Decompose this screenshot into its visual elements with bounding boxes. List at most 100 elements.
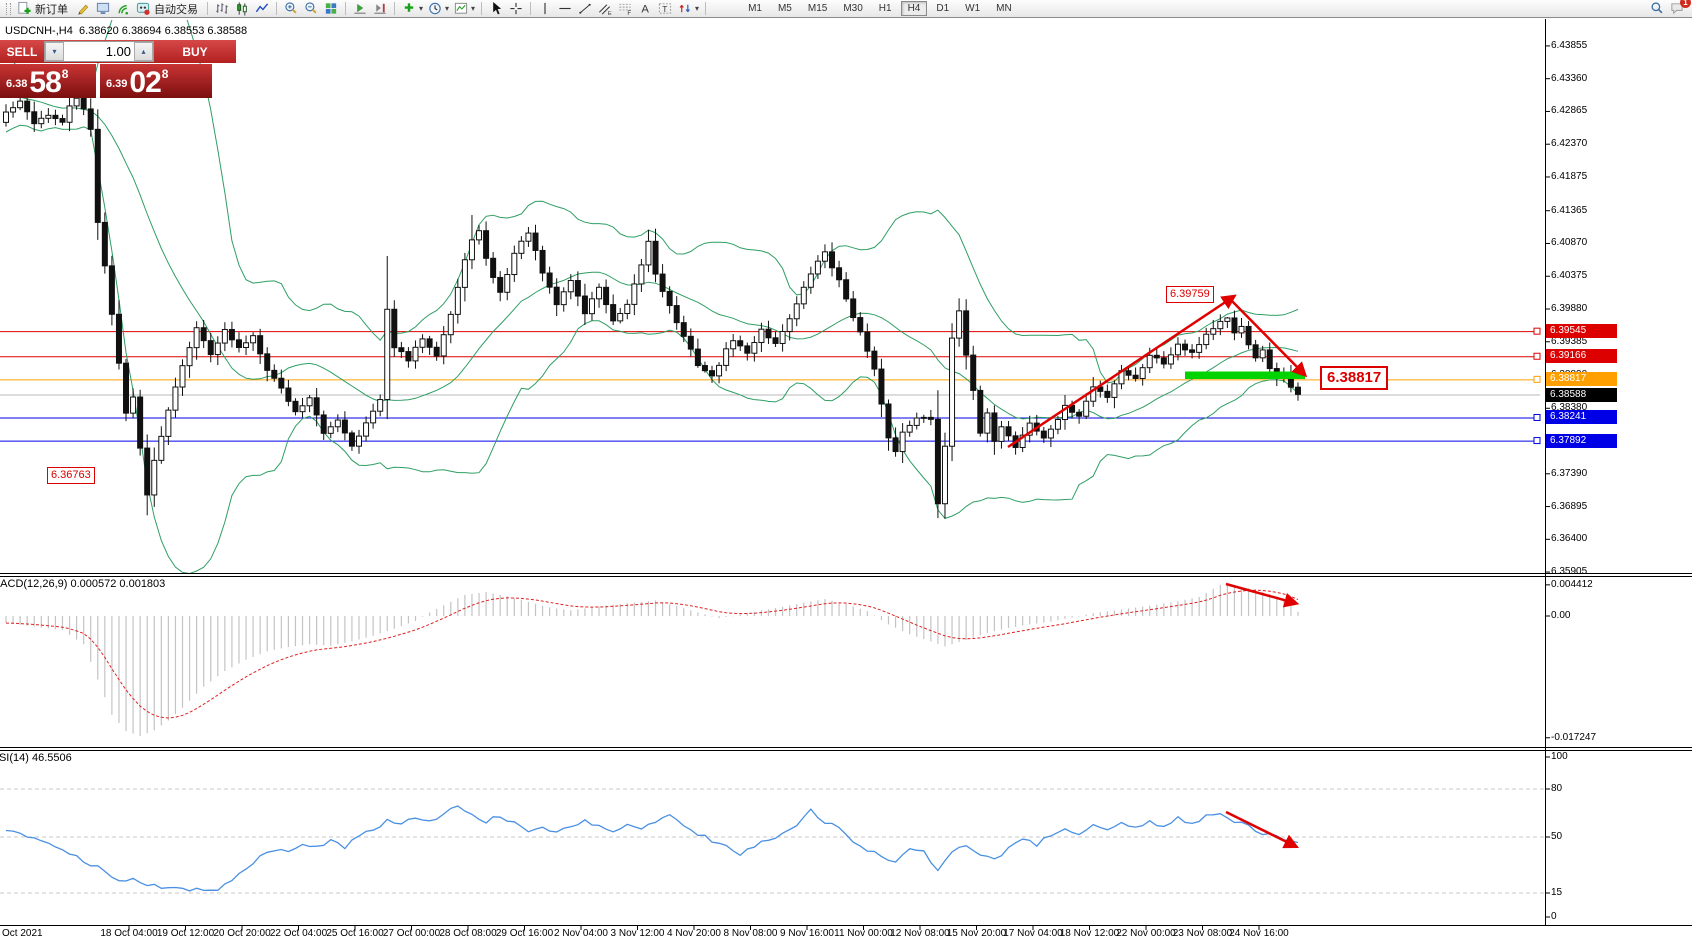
toolbar-separator	[481, 2, 483, 15]
signal-icon	[118, 4, 129, 15]
macd-signal-line	[5, 589, 1299, 719]
crosshair-tool-button[interactable]	[506, 1, 526, 17]
new-order-icon	[18, 1, 31, 14]
zoom-in-icon	[285, 2, 297, 14]
price-axis-tick: 6.40870	[1551, 237, 1588, 249]
toolbar: 新订单 自动交易 ▾ ▾ ▾	[0, 0, 1692, 18]
chart-text-annotation[interactable]: 6.39759	[1166, 286, 1214, 303]
svg-text:T: T	[662, 4, 667, 14]
terminal-button[interactable]	[93, 1, 113, 17]
svg-text:F: F	[627, 10, 631, 16]
chart-text-annotation[interactable]: 6.36763	[47, 467, 95, 484]
text-label-tool-button[interactable]: T	[655, 1, 675, 17]
auto-scroll-button[interactable]	[350, 1, 370, 17]
timeframe-button-h1[interactable]: H1	[878, 3, 892, 14]
macd-axis-tick: 0.00	[1551, 610, 1571, 621]
hline-anchor-square[interactable]	[1533, 352, 1541, 360]
svg-text:E: E	[608, 11, 612, 16]
line-chart-type-button[interactable]	[252, 1, 272, 17]
fibonacci-tool-button[interactable]: F	[615, 1, 635, 17]
toolbar-grip[interactable]	[6, 2, 11, 15]
timeframe-button-w1[interactable]: W1	[965, 3, 981, 14]
buy-price-small: 6.39	[106, 78, 128, 90]
template-icon	[454, 2, 468, 14]
sell-price[interactable]: 6.38 58 8	[0, 64, 96, 98]
hline-anchor-square[interactable]	[1533, 375, 1541, 383]
buy-price-big: 02	[129, 66, 161, 99]
price-axis-tick: 6.37390	[1551, 467, 1588, 479]
periods-dropdown-caret[interactable]: ▾	[445, 4, 450, 13]
hline-anchor-square[interactable]	[1533, 437, 1541, 445]
trendline-tool-button[interactable]	[575, 1, 595, 17]
equidistant-channel-icon: E	[599, 4, 612, 16]
periods-button[interactable]	[425, 1, 445, 17]
signal-button[interactable]	[113, 1, 133, 17]
vertical-line-tool-button[interactable]	[535, 1, 555, 17]
volume-stepper[interactable]: ▾ 1.00 ▴	[44, 41, 154, 62]
trend-arrow-down[interactable]	[1228, 297, 1308, 378]
arrows-tool-button[interactable]	[675, 1, 695, 17]
tile-windows-button[interactable]	[321, 1, 341, 17]
chart-shift-button[interactable]	[370, 1, 390, 17]
search-button[interactable]	[1647, 1, 1667, 17]
price-axis-tick: 6.41875	[1551, 170, 1588, 182]
clock-icon	[429, 2, 441, 15]
price-line-label: 6.38588	[1546, 387, 1617, 402]
timeframe-button-m5[interactable]: M5	[777, 3, 792, 14]
styles-button[interactable]	[73, 1, 93, 17]
timeframe-button-d1[interactable]: D1	[936, 3, 950, 14]
support-highlight-zone[interactable]	[1185, 371, 1305, 380]
time-axis-label: 23 Nov 08:00	[1172, 928, 1233, 939]
candlestick-chart-type-button[interactable]	[232, 1, 252, 17]
new-order-button[interactable]	[14, 1, 34, 17]
trend-arrow-up[interactable]	[1007, 294, 1237, 449]
search-icon	[1651, 2, 1663, 14]
volume-increase-button[interactable]: ▴	[134, 42, 153, 61]
price-axis-tick: 6.42370	[1551, 138, 1588, 150]
timeframe-button-m15[interactable]: M15	[807, 3, 828, 14]
chat-button[interactable]: 1	[1667, 0, 1691, 17]
chart-text-annotation[interactable]: 6.38817	[1320, 366, 1389, 390]
templates-button[interactable]	[451, 1, 471, 17]
buy-button[interactable]: BUY	[154, 40, 236, 63]
templates-dropdown-caret[interactable]: ▾	[471, 4, 476, 13]
channel-tool-button[interactable]: E	[595, 1, 615, 17]
price-line-label: 6.38817	[1546, 372, 1617, 387]
timeframe-button-m30[interactable]: M30	[843, 3, 863, 14]
buy-price[interactable]: 6.39 02 8	[100, 64, 212, 98]
horizontal-line-tool-button[interactable]	[555, 1, 575, 17]
notification-badge: 1	[1680, 0, 1691, 8]
rsi-pane	[0, 788, 1545, 894]
volume-decrease-button[interactable]: ▾	[45, 42, 64, 61]
arrows-dropdown-caret[interactable]: ▾	[695, 4, 700, 13]
timeframe-button-h4[interactable]: H4	[900, 1, 928, 16]
zoom-in-button[interactable]	[281, 1, 301, 17]
price-axis-tick: 6.39385	[1551, 335, 1588, 347]
autotrading-button[interactable]	[133, 1, 153, 17]
sell-button[interactable]: SELL	[0, 40, 44, 63]
volume-value[interactable]: 1.00	[105, 44, 131, 59]
price-axis-tick: 6.43855	[1551, 39, 1588, 51]
bar-chart-type-button[interactable]	[212, 1, 232, 17]
time-axis-label: 8 Nov 08:00	[723, 928, 778, 939]
indicators-button[interactable]	[399, 1, 419, 17]
chart-shift-icon	[374, 3, 386, 14]
hline-anchor-square[interactable]	[1533, 413, 1541, 421]
text-tool-button[interactable]: A	[635, 1, 655, 17]
cursor-icon	[493, 1, 502, 15]
timeframe-button-mn[interactable]: MN	[996, 3, 1012, 14]
hline-anchor-square[interactable]	[1533, 327, 1541, 335]
autotrading-label[interactable]: 自动交易	[154, 3, 198, 16]
indicators-dropdown-caret[interactable]: ▾	[419, 4, 424, 13]
text-label-icon: T	[658, 3, 672, 14]
zoom-out-button[interactable]	[301, 1, 321, 17]
rsi-arrow-down[interactable]	[1225, 810, 1300, 849]
timeframe-button-m1[interactable]: M1	[748, 3, 762, 14]
time-axis-label: 11 Nov 00:00	[834, 928, 893, 939]
new-order-label[interactable]: 新订单	[35, 3, 68, 16]
macd-arrow-down[interactable]	[1225, 582, 1300, 608]
cursor-tool-button[interactable]	[486, 1, 506, 17]
macd-indicator-label: MACD(12,26,9) 0.000572 0.001803	[0, 578, 166, 590]
